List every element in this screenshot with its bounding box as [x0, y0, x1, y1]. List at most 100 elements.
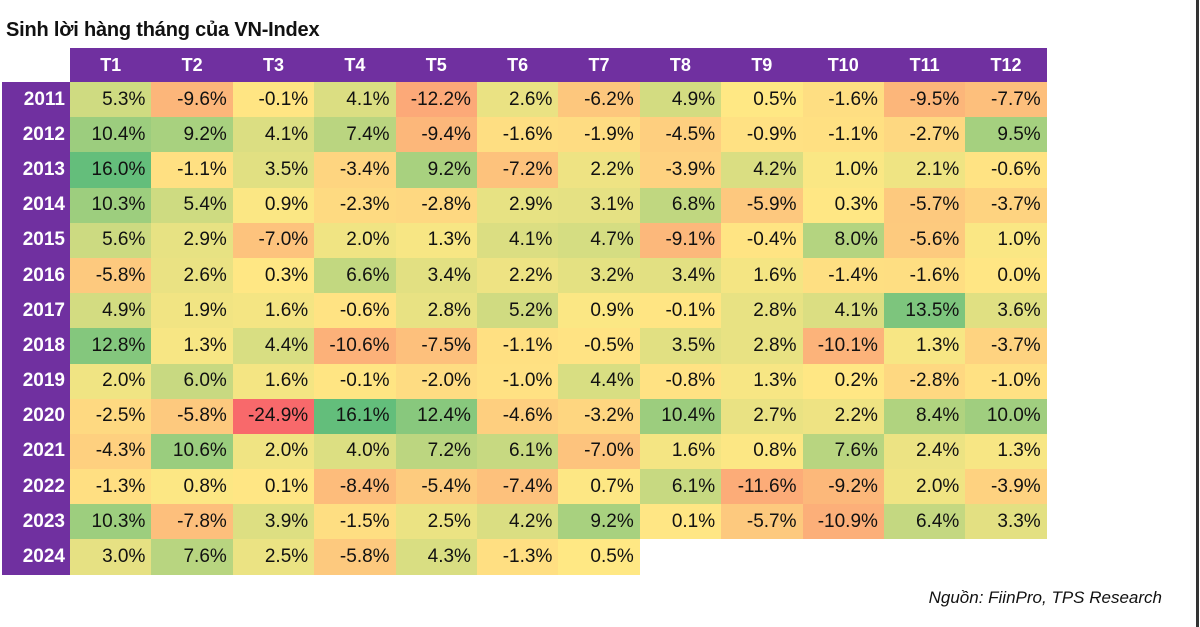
heatmap-cell: 3.3%	[965, 504, 1047, 540]
table-row: 2024 3.0% 7.6% 2.5% -5.8% 4.3% -1.3% 0.5%	[2, 539, 1047, 575]
heatmap-cell: -12.2%	[395, 82, 477, 118]
heatmap-cell: 3.9%	[232, 504, 315, 540]
heatmap-cell: 7.4%	[314, 117, 396, 153]
heatmap-cell: 2.0%	[883, 469, 966, 505]
heatmap-cell: 2.9%	[476, 187, 559, 223]
returns-heatmap-table: T1 T2 T3 T4 T5 T6 T7 T8 T9 T10 T11 T12 2011 5.3% -9.6…	[2, 48, 1047, 575]
heatmap-cell: 2.5%	[232, 539, 315, 575]
heatmap-cell: 4.2%	[721, 152, 803, 188]
empty-cell	[639, 539, 722, 575]
heatmap-cell: 3.4%	[395, 257, 477, 294]
heatmap-cell: 2.8%	[721, 328, 803, 364]
heatmap-cell: -5.8%	[314, 539, 396, 575]
heatmap-cell: 2.8%	[395, 293, 477, 329]
heatmap-cell: -1.0%	[965, 363, 1047, 399]
table-row: 2022 -1.3% 0.8% 0.1% -8.4% -5.4% -7.4% 0.7% 6.1%…	[2, 469, 1047, 505]
heatmap-cell: -8.4%	[314, 469, 396, 505]
empty-cell	[883, 539, 966, 575]
table-row: 2012 10.4% 9.2% 4.1% 7.4% -9.4% -1.6% -1.9% -4.5…	[2, 117, 1047, 153]
column-header-t8: T8	[639, 48, 722, 82]
row-header-year: 2023	[2, 504, 70, 540]
row-header-year: 2016	[2, 257, 70, 294]
heatmap-cell: 1.3%	[151, 328, 233, 364]
heatmap-cell: 3.1%	[558, 187, 640, 223]
heatmap-cell: -4.3%	[70, 433, 152, 470]
heatmap-cell: -1.1%	[802, 117, 884, 153]
heatmap-cell: 1.0%	[965, 222, 1047, 258]
table-row: 2015 5.6% 2.9% -7.0% 2.0% 1.3% 4.1% 4.7% -9.1% -0…	[2, 222, 1047, 258]
heatmap-cell: 3.2%	[558, 257, 640, 294]
heatmap-cell: 2.5%	[395, 504, 477, 540]
header-row: T1 T2 T3 T4 T5 T6 T7 T8 T9 T10 T11 T12	[2, 48, 1047, 82]
table-row: 2023 10.3% -7.8% 3.9% -1.5% 2.5% 4.2% 9.2% 0.1% -…	[2, 504, 1047, 540]
column-header-t5: T5	[395, 48, 477, 82]
heatmap-cell: 1.3%	[883, 328, 966, 364]
heatmap-cell: -0.6%	[965, 152, 1047, 188]
table-row: 2020 -2.5% -5.8% -24.9% 16.1% 12.4% -4.6% -3.2%…	[2, 398, 1047, 434]
heatmap-cell: 0.1%	[639, 504, 722, 540]
heatmap-cell: -1.6%	[802, 82, 884, 118]
heatmap-cell: 6.0%	[151, 363, 233, 399]
heatmap-cell: -0.8%	[639, 363, 722, 399]
row-header-year: 2013	[2, 152, 70, 188]
heatmap-cell: 6.4%	[883, 504, 966, 540]
heatmap-cell: 2.1%	[883, 152, 966, 188]
table-row: 2011 5.3% -9.6% -0.1% 4.1% -12.2% 2.6% -6.2% 4.9…	[2, 82, 1047, 118]
heatmap-cell: -3.9%	[639, 152, 722, 188]
heatmap-cell: 7.6%	[802, 433, 884, 470]
heatmap-cell: -1.4%	[802, 257, 884, 294]
heatmap-cell: 0.0%	[965, 257, 1047, 294]
heatmap-cell: 0.9%	[558, 293, 640, 329]
heatmap-cell: 2.2%	[802, 398, 884, 434]
table-row: 2018 12.8% 1.3% 4.4% -10.6% -7.5% -1.1% -0.5% 3.…	[2, 328, 1047, 364]
heatmap-cell: 16.0%	[70, 152, 152, 188]
heatmap-cell: 0.8%	[721, 433, 803, 470]
heatmap-cell: 3.5%	[232, 152, 315, 188]
heatmap-cell: 1.6%	[721, 257, 803, 294]
heatmap-cell: -1.9%	[558, 117, 640, 153]
column-header-t1: T1	[70, 48, 152, 82]
row-header-year: 2019	[2, 363, 70, 399]
table-row: 2017 4.9% 1.9% 1.6% -0.6% 2.8% 5.2% 0.9% -0.1% 2.…	[2, 293, 1047, 329]
heatmap-cell: 3.6%	[965, 293, 1047, 329]
heatmap-cell: -1.6%	[883, 257, 966, 294]
heatmap-cell: 3.5%	[639, 328, 722, 364]
empty-cell	[965, 539, 1047, 575]
heatmap-cell: 10.0%	[965, 398, 1047, 434]
source-note: Nguồn: FiinPro, TPS Research	[928, 588, 1162, 607]
heatmap-cell: -5.9%	[721, 187, 803, 223]
heatmap-cell: 0.1%	[232, 469, 315, 505]
heatmap-cell: -0.6%	[314, 293, 396, 329]
heatmap-cell: -3.7%	[965, 187, 1047, 223]
heatmap-cell: -3.9%	[965, 469, 1047, 505]
row-header-year: 2012	[2, 117, 70, 153]
heatmap-cell: 0.2%	[802, 363, 884, 399]
heatmap-cell: -7.0%	[558, 433, 640, 470]
heatmap-cell: -5.4%	[395, 469, 477, 505]
heatmap-cell: 4.1%	[314, 82, 396, 118]
heatmap-cell: 7.2%	[395, 433, 477, 470]
heatmap-cell: 1.6%	[232, 293, 315, 329]
row-header-year: 2022	[2, 469, 70, 505]
column-header-t2: T2	[151, 48, 233, 82]
row-header-year: 2020	[2, 398, 70, 434]
heatmap-cell: 0.9%	[232, 187, 315, 223]
corner-cell	[2, 48, 70, 82]
heatmap-cell: 5.4%	[151, 187, 233, 223]
heatmap-cell: 12.4%	[395, 398, 477, 434]
heatmap-cell: 12.8%	[70, 328, 152, 364]
row-header-year: 2018	[2, 328, 70, 364]
heatmap-cell: 6.1%	[476, 433, 559, 470]
empty-cell	[802, 539, 884, 575]
heatmap-cell: 1.3%	[965, 433, 1047, 470]
column-header-t6: T6	[476, 48, 559, 82]
heatmap-cell: 10.4%	[70, 117, 152, 153]
heatmap-cell: -4.5%	[639, 117, 722, 153]
heatmap-cell: 4.3%	[395, 539, 477, 575]
heatmap-cell: -5.7%	[721, 504, 803, 540]
heatmap-cell: 4.9%	[639, 82, 722, 118]
heatmap-cell: -7.0%	[232, 222, 315, 258]
heatmap-cell: 4.0%	[314, 433, 396, 470]
heatmap-cell: -7.8%	[151, 504, 233, 540]
heatmap-cell: -10.9%	[802, 504, 884, 540]
